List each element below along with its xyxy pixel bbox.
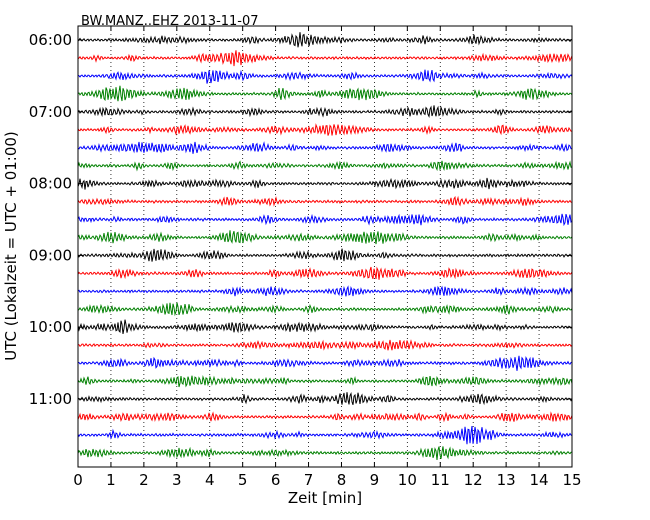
trace-line bbox=[77, 195, 573, 207]
x-tick-label: 0 bbox=[73, 471, 83, 489]
trace-line bbox=[77, 446, 573, 460]
trace-line bbox=[77, 411, 573, 423]
trace-line bbox=[77, 266, 573, 280]
trace-line bbox=[77, 177, 573, 190]
trace-line bbox=[77, 391, 573, 406]
trace-line bbox=[77, 105, 573, 118]
x-tick-label: 1 bbox=[106, 471, 116, 489]
y-tick-label: 06:00 bbox=[29, 31, 72, 49]
x-tick-label: 6 bbox=[271, 471, 281, 489]
traces bbox=[77, 32, 573, 460]
trace-line bbox=[77, 375, 573, 388]
trace-line bbox=[77, 426, 573, 445]
y-tick-label: 08:00 bbox=[29, 175, 72, 193]
trace-line bbox=[77, 69, 573, 84]
trace-line bbox=[77, 230, 573, 245]
y-axis-label: UTC (Lokalzeit = UTC + 01:00) bbox=[2, 131, 20, 361]
trace-line bbox=[77, 339, 573, 351]
x-tick-label: 15 bbox=[562, 471, 581, 489]
x-tick-label: 8 bbox=[337, 471, 347, 489]
trace-line bbox=[77, 160, 573, 172]
x-tick-label: 10 bbox=[398, 471, 417, 489]
x-tick-label: 11 bbox=[431, 471, 450, 489]
x-tick-label: 7 bbox=[304, 471, 314, 489]
x-tick-label: 14 bbox=[530, 471, 549, 489]
trace-line bbox=[77, 302, 573, 317]
x-tick-label: 3 bbox=[172, 471, 182, 489]
y-tick-labels: 06:00 07:00 08:00 09:00 10:00 11:00 bbox=[29, 31, 72, 408]
x-tick-label: 9 bbox=[370, 471, 380, 489]
trace-line bbox=[77, 319, 573, 335]
x-tick-label: 2 bbox=[139, 471, 149, 489]
trace-line bbox=[77, 355, 573, 371]
y-tick-label: 07:00 bbox=[29, 103, 72, 121]
x-tick-labels: 0 1 2 3 4 5 6 7 8 9 10 11 12 13 14 15 bbox=[73, 471, 581, 489]
x-tick-label: 12 bbox=[464, 471, 483, 489]
plot-frame bbox=[77, 25, 573, 468]
axis-ticks bbox=[77, 26, 573, 467]
x-axis-label: Zeit [min] bbox=[288, 489, 362, 507]
x-tick-label: 4 bbox=[205, 471, 215, 489]
trace-line bbox=[77, 85, 573, 102]
x-tick-label: 5 bbox=[238, 471, 248, 489]
trace-line bbox=[77, 248, 573, 262]
trace-line bbox=[77, 123, 573, 136]
y-tick-label: 11:00 bbox=[29, 390, 72, 408]
grid-lines bbox=[110, 26, 540, 467]
x-tick-label: 13 bbox=[497, 471, 516, 489]
trace-line bbox=[77, 32, 573, 48]
trace-line bbox=[77, 285, 573, 297]
chart-title: BW.MANZ..EHZ 2013-11-07 bbox=[81, 14, 259, 29]
trace-line bbox=[77, 50, 573, 67]
y-tick-label: 09:00 bbox=[29, 246, 72, 264]
y-tick-label: 10:00 bbox=[29, 318, 72, 336]
trace-line bbox=[77, 141, 573, 154]
trace-line bbox=[77, 213, 573, 227]
